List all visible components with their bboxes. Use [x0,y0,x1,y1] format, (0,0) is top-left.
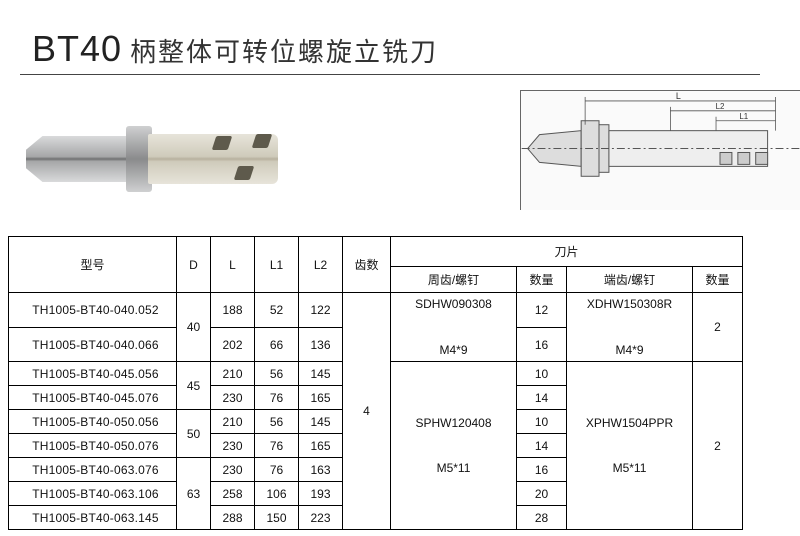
cell-model: TH1005-BT40-040.066 [9,327,177,362]
cell-model: TH1005-BT40-045.056 [9,362,177,386]
cell-l2: 145 [299,362,343,386]
page-title: BT40 柄整体可转位螺旋立铣刀 [32,28,438,70]
table-body: TH1005-BT40-040.05240188521224SDHW090308… [9,293,743,530]
cell-model: TH1005-BT40-063.076 [9,458,177,482]
cell-teeth: 4 [343,293,391,530]
cell-l: 210 [211,362,255,386]
cell-d: 63 [177,458,211,530]
cell-peripheral-qty: 10 [517,362,567,386]
cell-l: 258 [211,482,255,506]
hdr-dc: 端齿/螺钉 [567,267,693,293]
cell-peripheral-qty: 20 [517,482,567,506]
hdr-d: D [177,237,211,293]
dim-l-label: L [676,91,681,101]
cell-end-qty: 2 [693,362,743,530]
cell-peripheral-qty: 10 [517,410,567,434]
hdr-l2: L2 [299,237,343,293]
title-underline [20,74,760,75]
cell-l1: 76 [255,386,299,410]
cell-l: 210 [211,410,255,434]
cell-end-insert: XPHW1504PPRM5*11 [567,362,693,530]
cell-peripheral-insert: SDHW090308M4*9 [391,293,517,362]
cell-d: 40 [177,293,211,362]
cell-l2: 165 [299,434,343,458]
cell-d: 50 [177,410,211,458]
hdr-inserts-group: 刀片 [391,237,743,267]
dim-l2-label: L2 [716,102,725,111]
hdr-teeth: 齿数 [343,237,391,293]
cell-l1: 106 [255,482,299,506]
cell-l1: 150 [255,506,299,530]
cell-l1: 76 [255,458,299,482]
cell-model: TH1005-BT40-050.056 [9,410,177,434]
hdr-zc: 周齿/螺钉 [391,267,517,293]
cell-end-insert: XDHW150308RM4*9 [567,293,693,362]
hdr-dn: 数量 [693,267,743,293]
cell-peripheral-insert: SPHW120408M5*11 [391,362,517,530]
cell-l2: 193 [299,482,343,506]
cell-model: TH1005-BT40-040.052 [9,293,177,328]
hdr-l1: L1 [255,237,299,293]
hdr-l: L [211,237,255,293]
cell-l2: 145 [299,410,343,434]
cell-l: 188 [211,293,255,328]
hdr-zn: 数量 [517,267,567,293]
cell-model: TH1005-BT40-063.106 [9,482,177,506]
technical-drawing: L L2 L1 [520,90,800,210]
cell-peripheral-qty: 12 [517,293,567,328]
spec-table: 型号 D L L1 L2 齿数 刀片 周齿/螺钉 数量 端齿/螺钉 数量 TH1… [8,236,743,530]
table-row: TH1005-BT40-040.05240188521224SDHW090308… [9,293,743,328]
cell-l1: 76 [255,434,299,458]
dim-l1-label: L1 [739,112,748,121]
cell-peripheral-qty: 14 [517,434,567,458]
cell-l2: 165 [299,386,343,410]
cell-l1: 56 [255,362,299,386]
cell-model: TH1005-BT40-050.076 [9,434,177,458]
cell-model: TH1005-BT40-063.145 [9,506,177,530]
cell-l1: 56 [255,410,299,434]
cell-l2: 122 [299,293,343,328]
cell-peripheral-qty: 14 [517,386,567,410]
cell-l: 230 [211,434,255,458]
cell-l: 288 [211,506,255,530]
cell-l1: 52 [255,293,299,328]
title-code: BT40 [32,28,122,70]
tool-photo [26,112,286,204]
table-header: 型号 D L L1 L2 齿数 刀片 周齿/螺钉 数量 端齿/螺钉 数量 [9,237,743,293]
cell-l1: 66 [255,327,299,362]
hdr-model: 型号 [9,237,177,293]
cell-l2: 163 [299,458,343,482]
cell-l2: 223 [299,506,343,530]
cell-end-qty: 2 [693,293,743,362]
cell-l: 202 [211,327,255,362]
cell-l: 230 [211,386,255,410]
title-chinese: 柄整体可转位螺旋立铣刀 [130,32,438,69]
cell-model: TH1005-BT40-045.076 [9,386,177,410]
cell-l: 230 [211,458,255,482]
cell-peripheral-qty: 16 [517,327,567,362]
cell-d: 45 [177,362,211,410]
cell-peripheral-qty: 16 [517,458,567,482]
cell-peripheral-qty: 28 [517,506,567,530]
cell-l2: 136 [299,327,343,362]
